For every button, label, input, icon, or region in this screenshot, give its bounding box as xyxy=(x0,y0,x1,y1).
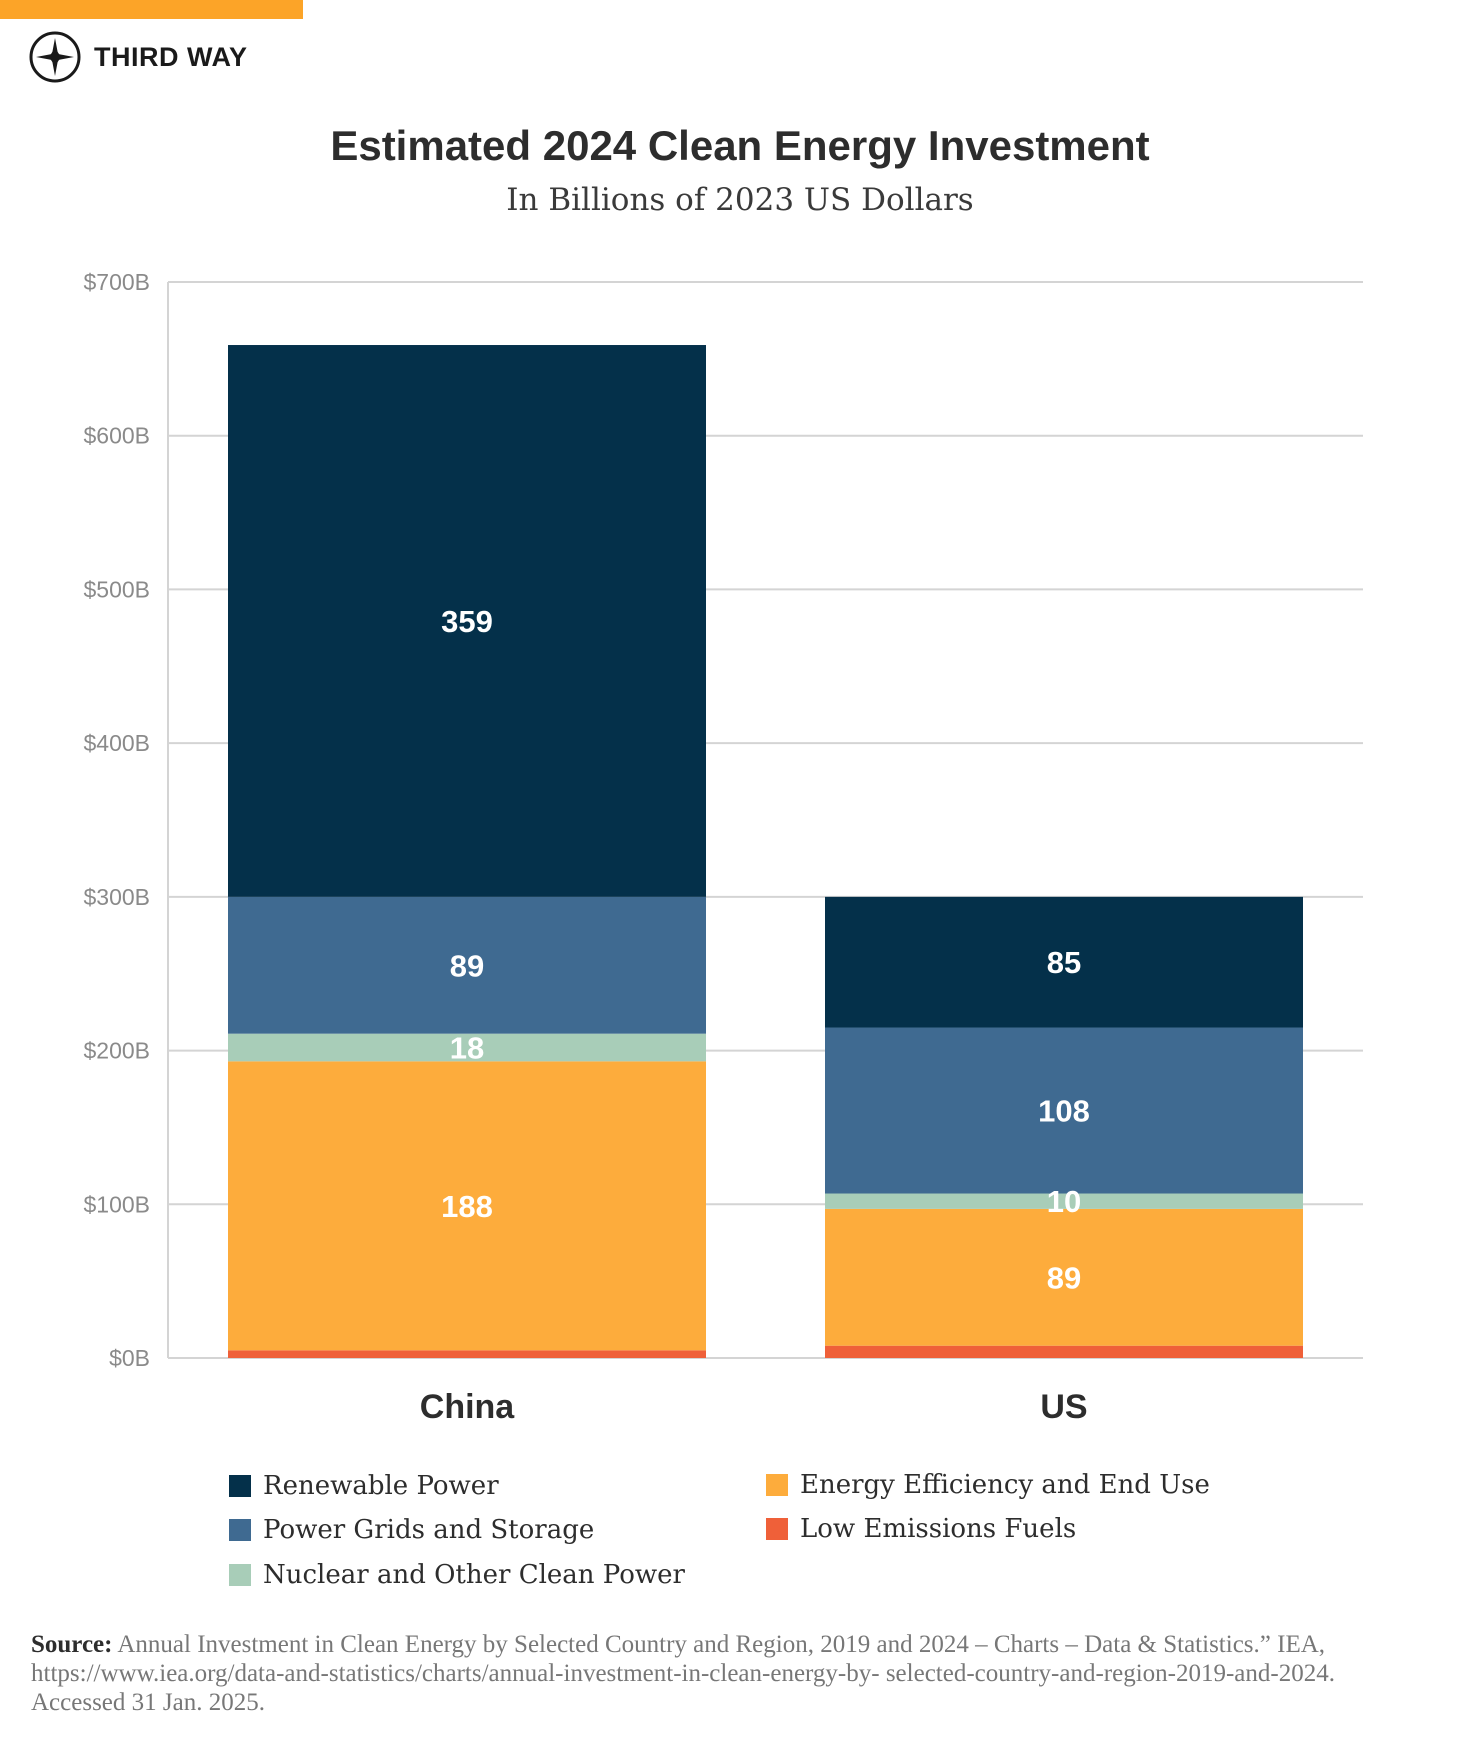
legend-swatch xyxy=(766,1474,788,1496)
legend-item: Power Grids and Storage xyxy=(229,1515,594,1545)
bar-segment xyxy=(825,1345,1303,1358)
data-label: 89 xyxy=(450,948,484,983)
bar-segment xyxy=(228,345,706,897)
source-text: Annual Investment in Clean Energy by Sel… xyxy=(31,1631,1335,1716)
brand-accent-bar xyxy=(0,0,303,19)
legend-label: Power Grids and Storage xyxy=(263,1515,595,1545)
y-tick-label: $500B xyxy=(83,576,150,602)
legend-item: Renewable Power xyxy=(229,1471,499,1501)
legend-item: Energy Efficiency and End Use xyxy=(766,1470,1210,1500)
legend-label: Low Emissions Fuels xyxy=(800,1514,1077,1544)
legend-item: Low Emissions Fuels xyxy=(766,1514,1076,1544)
x-category-label: China xyxy=(420,1388,516,1426)
bar-segment xyxy=(228,896,706,1034)
legend-swatch xyxy=(229,1475,251,1497)
legend-label: Renewable Power xyxy=(263,1471,499,1501)
legend-swatch xyxy=(766,1518,788,1540)
chart-subtitle: In Billions of 2023 US Dollars xyxy=(506,182,974,218)
data-label: 10 xyxy=(1047,1184,1081,1219)
legend-item: Nuclear and Other Clean Power xyxy=(229,1560,685,1590)
y-tick-label: $100B xyxy=(83,1191,150,1217)
data-label: 89 xyxy=(1047,1260,1081,1295)
legend-swatch xyxy=(229,1564,251,1586)
source-label: Source: xyxy=(31,1631,113,1658)
third-way-logo: THIRD WAY xyxy=(28,30,248,84)
legend-label: Energy Efficiency and End Use xyxy=(800,1470,1210,1500)
source-note: Source: Annual Investment in Clean Energ… xyxy=(31,1630,1431,1717)
stacked-bar-chart: $0B $100B $200B $300B $400B $500B $600B $700B 1… xyxy=(83,269,1363,1426)
data-label: 18 xyxy=(450,1030,484,1065)
brand-name: THIRD WAY xyxy=(94,41,248,72)
y-tick-label: $200B xyxy=(83,1038,150,1064)
y-tick-label: $0B xyxy=(109,1345,150,1371)
bar-segment xyxy=(228,1350,706,1358)
bar-segment xyxy=(825,1027,1303,1194)
y-tick-label: $700B xyxy=(83,269,150,295)
bar-segment xyxy=(825,1208,1303,1346)
y-tick-label: $300B xyxy=(83,884,150,910)
y-tick-label: $400B xyxy=(83,730,150,756)
data-label: 188 xyxy=(441,1189,493,1224)
bar-segment xyxy=(825,896,1303,1028)
bar-segment xyxy=(825,1193,1303,1209)
data-label: 359 xyxy=(441,604,493,639)
y-tick-label: $600B xyxy=(83,423,150,449)
compass-icon xyxy=(29,31,81,83)
data-label: 85 xyxy=(1047,945,1081,980)
x-category-label: US xyxy=(1040,1388,1087,1426)
chart-title: Estimated 2024 Clean Energy Investment xyxy=(330,122,1150,169)
legend-swatch xyxy=(229,1519,251,1541)
bar-segment xyxy=(228,1061,706,1351)
legend-label: Nuclear and Other Clean Power xyxy=(263,1560,685,1590)
data-label: 108 xyxy=(1038,1094,1090,1129)
bar-segment xyxy=(228,1033,706,1062)
